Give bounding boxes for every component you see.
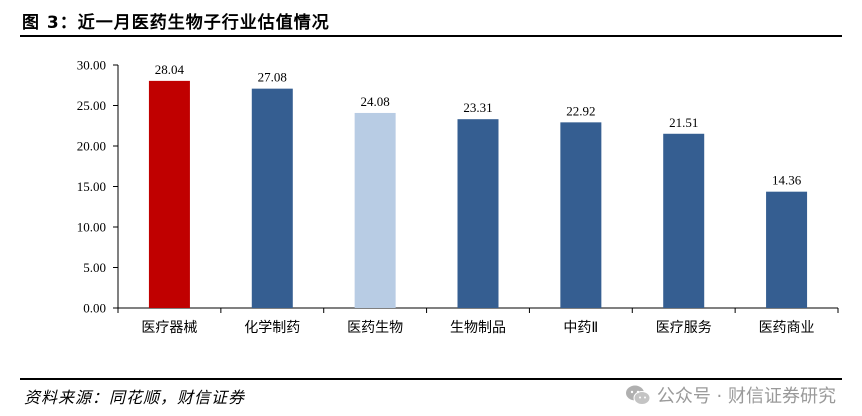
chart-bars [148, 80, 808, 309]
watermark-text: 公众号 · 财信证券研究 [656, 386, 836, 407]
data-label: 22.92 [566, 103, 595, 118]
bar [457, 119, 499, 309]
figure-title: 图 3：近一月医药生物子行业估值情况 [22, 13, 330, 33]
data-label: 27.08 [258, 70, 287, 85]
y-tick-label: 0.00 [83, 301, 106, 316]
y-tick-label: 15.00 [77, 179, 106, 194]
bar [148, 80, 190, 308]
watermark: 公众号 · 财信证券研究 [625, 382, 836, 408]
y-tick-label: 30.00 [77, 58, 106, 73]
bar [251, 88, 293, 308]
data-label: 28.04 [155, 62, 185, 77]
y-tick-label: 5.00 [83, 260, 106, 275]
data-label: 14.36 [772, 173, 802, 188]
data-label: 24.08 [361, 94, 390, 109]
category-label: 生物制品 [450, 320, 506, 336]
y-tick-label: 10.00 [77, 220, 106, 235]
y-tick-label: 20.00 [77, 139, 106, 154]
top-rule [20, 35, 842, 37]
y-tick-label: 25.00 [77, 98, 106, 113]
bar [354, 112, 396, 309]
bottom-rule [20, 378, 842, 380]
wechat-icon [625, 385, 651, 405]
category-label: 医疗器械 [141, 320, 197, 336]
category-label: 化学制药 [244, 320, 300, 336]
category-label: 医疗服务 [656, 320, 712, 336]
category-label: 中药Ⅱ [563, 320, 598, 336]
bar [663, 133, 705, 308]
data-label: 23.31 [463, 100, 492, 115]
category-label: 医药生物 [347, 320, 403, 336]
chart-labels: 28.04 医疗器械 27.08 化学制药 24.08 医药生物 23.31 生物制品 22.9… [141, 62, 814, 336]
category-label: 医药商业 [759, 320, 815, 336]
source-note: 资料来源：同花顺，财信证券 [24, 388, 246, 407]
bar [766, 191, 808, 308]
chart-axes: 0.00 5.00 10.00 15.00 20.00 25.00 30.00 [77, 58, 839, 316]
data-label: 21.51 [669, 115, 698, 130]
bar [560, 122, 602, 309]
